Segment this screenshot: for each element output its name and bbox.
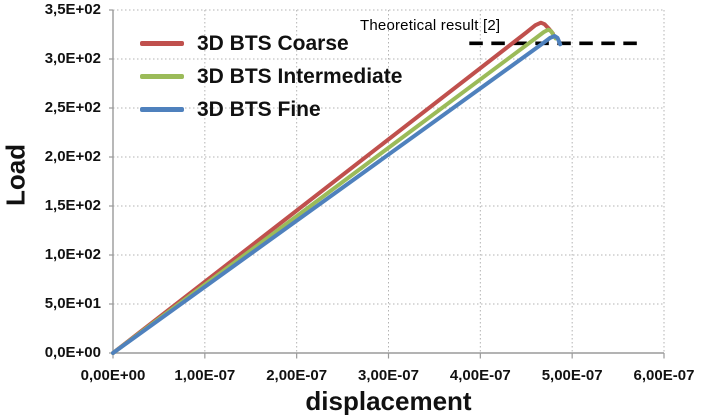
legend-item-fine: 3D BTS Fine [140, 93, 402, 126]
annotation-theoretical-result: Theoretical result [2] [360, 17, 501, 34]
legend: 3D BTS Coarse 3D BTS Intermediate 3D BTS… [140, 27, 402, 126]
legend-label-coarse: 3D BTS Coarse [197, 31, 349, 55]
legend-label-intermediate: 3D BTS Intermediate [197, 64, 403, 88]
y-axis-title: Load [0, 143, 31, 207]
series-line-3d-bts-intermediate [111, 27, 558, 355]
series-line-3d-bts-fine [111, 34, 563, 355]
legend-swatch-intermediate-icon [140, 74, 184, 79]
legend-swatch-fine-icon [140, 107, 184, 112]
legend-item-intermediate: 3D BTS Intermediate [140, 60, 402, 93]
legend-swatch-coarse-icon [140, 41, 184, 46]
legend-item-coarse: 3D BTS Coarse [140, 27, 402, 60]
x-axis-title: displacement [305, 386, 472, 415]
legend-label-fine: 3D BTS Fine [197, 97, 321, 121]
